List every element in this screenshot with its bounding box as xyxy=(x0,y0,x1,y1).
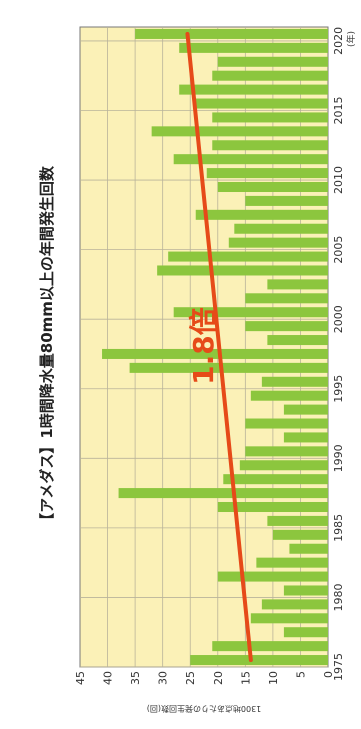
bar-1986 xyxy=(267,515,328,526)
bar-2017 xyxy=(179,84,328,95)
x-tick-labels: 1975 1980 1985 1990 1995 2000 2005 2010 2015 2020 xyxy=(332,27,345,681)
bar-1978 xyxy=(283,627,328,638)
y-tick-labels: 0 5 10 15 20 25 30 35 40 45 xyxy=(74,671,335,685)
bar-2001 xyxy=(173,307,328,318)
bar-1977 xyxy=(212,641,328,652)
y-axis-label: 1300地点あたりの発生回数(回) xyxy=(147,704,262,714)
bar-2011 xyxy=(206,168,328,179)
x-tick-label: 1985 xyxy=(332,514,345,542)
bar-1979 xyxy=(250,613,329,624)
grid-lines xyxy=(80,27,328,668)
y-tick-label: 0 xyxy=(322,671,335,678)
trend-line-group xyxy=(185,31,253,663)
bar-2000 xyxy=(245,321,328,332)
y-tick-label: 10 xyxy=(267,671,280,685)
bar-1993 xyxy=(245,418,328,429)
trend-label: 1.8倍 xyxy=(187,307,220,385)
bar-series xyxy=(102,28,329,666)
bar-2003 xyxy=(267,279,328,290)
bar-2013 xyxy=(212,140,328,151)
bar-1984 xyxy=(289,543,328,554)
bar-2020 xyxy=(179,42,328,53)
bar-2007 xyxy=(234,223,328,234)
bar-1981 xyxy=(283,585,328,596)
y-tick-label: 35 xyxy=(129,671,142,685)
bar-2008 xyxy=(195,209,328,220)
bar-2004 xyxy=(157,265,328,276)
bar-1992 xyxy=(283,432,328,443)
rotated-chart-group: 0 5 10 15 20 25 30 35 40 45 1975 1980 1985 1990 1995 2… xyxy=(38,26,357,714)
bar-2012 xyxy=(173,154,328,165)
bar-1985 xyxy=(272,529,328,540)
x-tick-label: 1975 xyxy=(332,653,345,681)
x-tick-label: 2020 xyxy=(332,27,345,55)
bar-1988 xyxy=(118,488,328,499)
bar-1997 xyxy=(129,362,328,373)
bar-1996 xyxy=(261,376,328,387)
bar-1980 xyxy=(261,599,328,610)
x-axis-unit: (年) xyxy=(345,31,357,47)
bar-2006 xyxy=(228,237,328,248)
x-tick-label: 2000 xyxy=(332,305,345,333)
y-tick-label: 15 xyxy=(239,671,252,685)
y-tick-label: 25 xyxy=(184,671,197,685)
bar-2005 xyxy=(168,251,328,262)
bar-1987 xyxy=(217,501,328,513)
bar-2002 xyxy=(245,293,328,304)
chart-title: 【アメダス】1時間降水量80mm以上の年間発生回数 xyxy=(38,165,56,528)
y-tick-label: 20 xyxy=(212,671,225,685)
bar-2009 xyxy=(245,195,328,206)
y-tick-label: 30 xyxy=(157,671,170,685)
x-tick-label: 2015 xyxy=(332,96,345,124)
bar-1990 xyxy=(239,460,328,471)
x-tick-label: 1980 xyxy=(332,583,345,611)
x-tick-label: 1995 xyxy=(332,375,345,403)
trend-line xyxy=(185,31,253,663)
x-tick-label: 1990 xyxy=(332,444,345,472)
bar-1998 xyxy=(102,348,328,359)
bar-1991 xyxy=(245,446,328,457)
bar-1982 xyxy=(217,571,328,582)
y-tick-label: 5 xyxy=(294,671,307,678)
bar-2014 xyxy=(151,126,328,137)
bar-1983 xyxy=(256,557,329,568)
y-tick-label: 40 xyxy=(102,671,115,685)
bar-2015 xyxy=(212,112,328,123)
bar-1976 xyxy=(190,655,328,666)
bar-1999 xyxy=(267,335,328,346)
bar-2018 xyxy=(212,70,328,81)
bar-1994 xyxy=(283,404,328,415)
y-tick-label: 45 xyxy=(74,671,87,685)
bar-2019 xyxy=(217,56,328,67)
bar-2010 xyxy=(217,181,328,193)
bar-2021 xyxy=(135,28,328,39)
bar-2016 xyxy=(195,98,328,109)
x-tick-label: 2005 xyxy=(332,236,345,264)
x-tick-label: 2010 xyxy=(332,166,345,194)
bar-1989 xyxy=(223,474,329,485)
bar-1995 xyxy=(250,390,329,401)
